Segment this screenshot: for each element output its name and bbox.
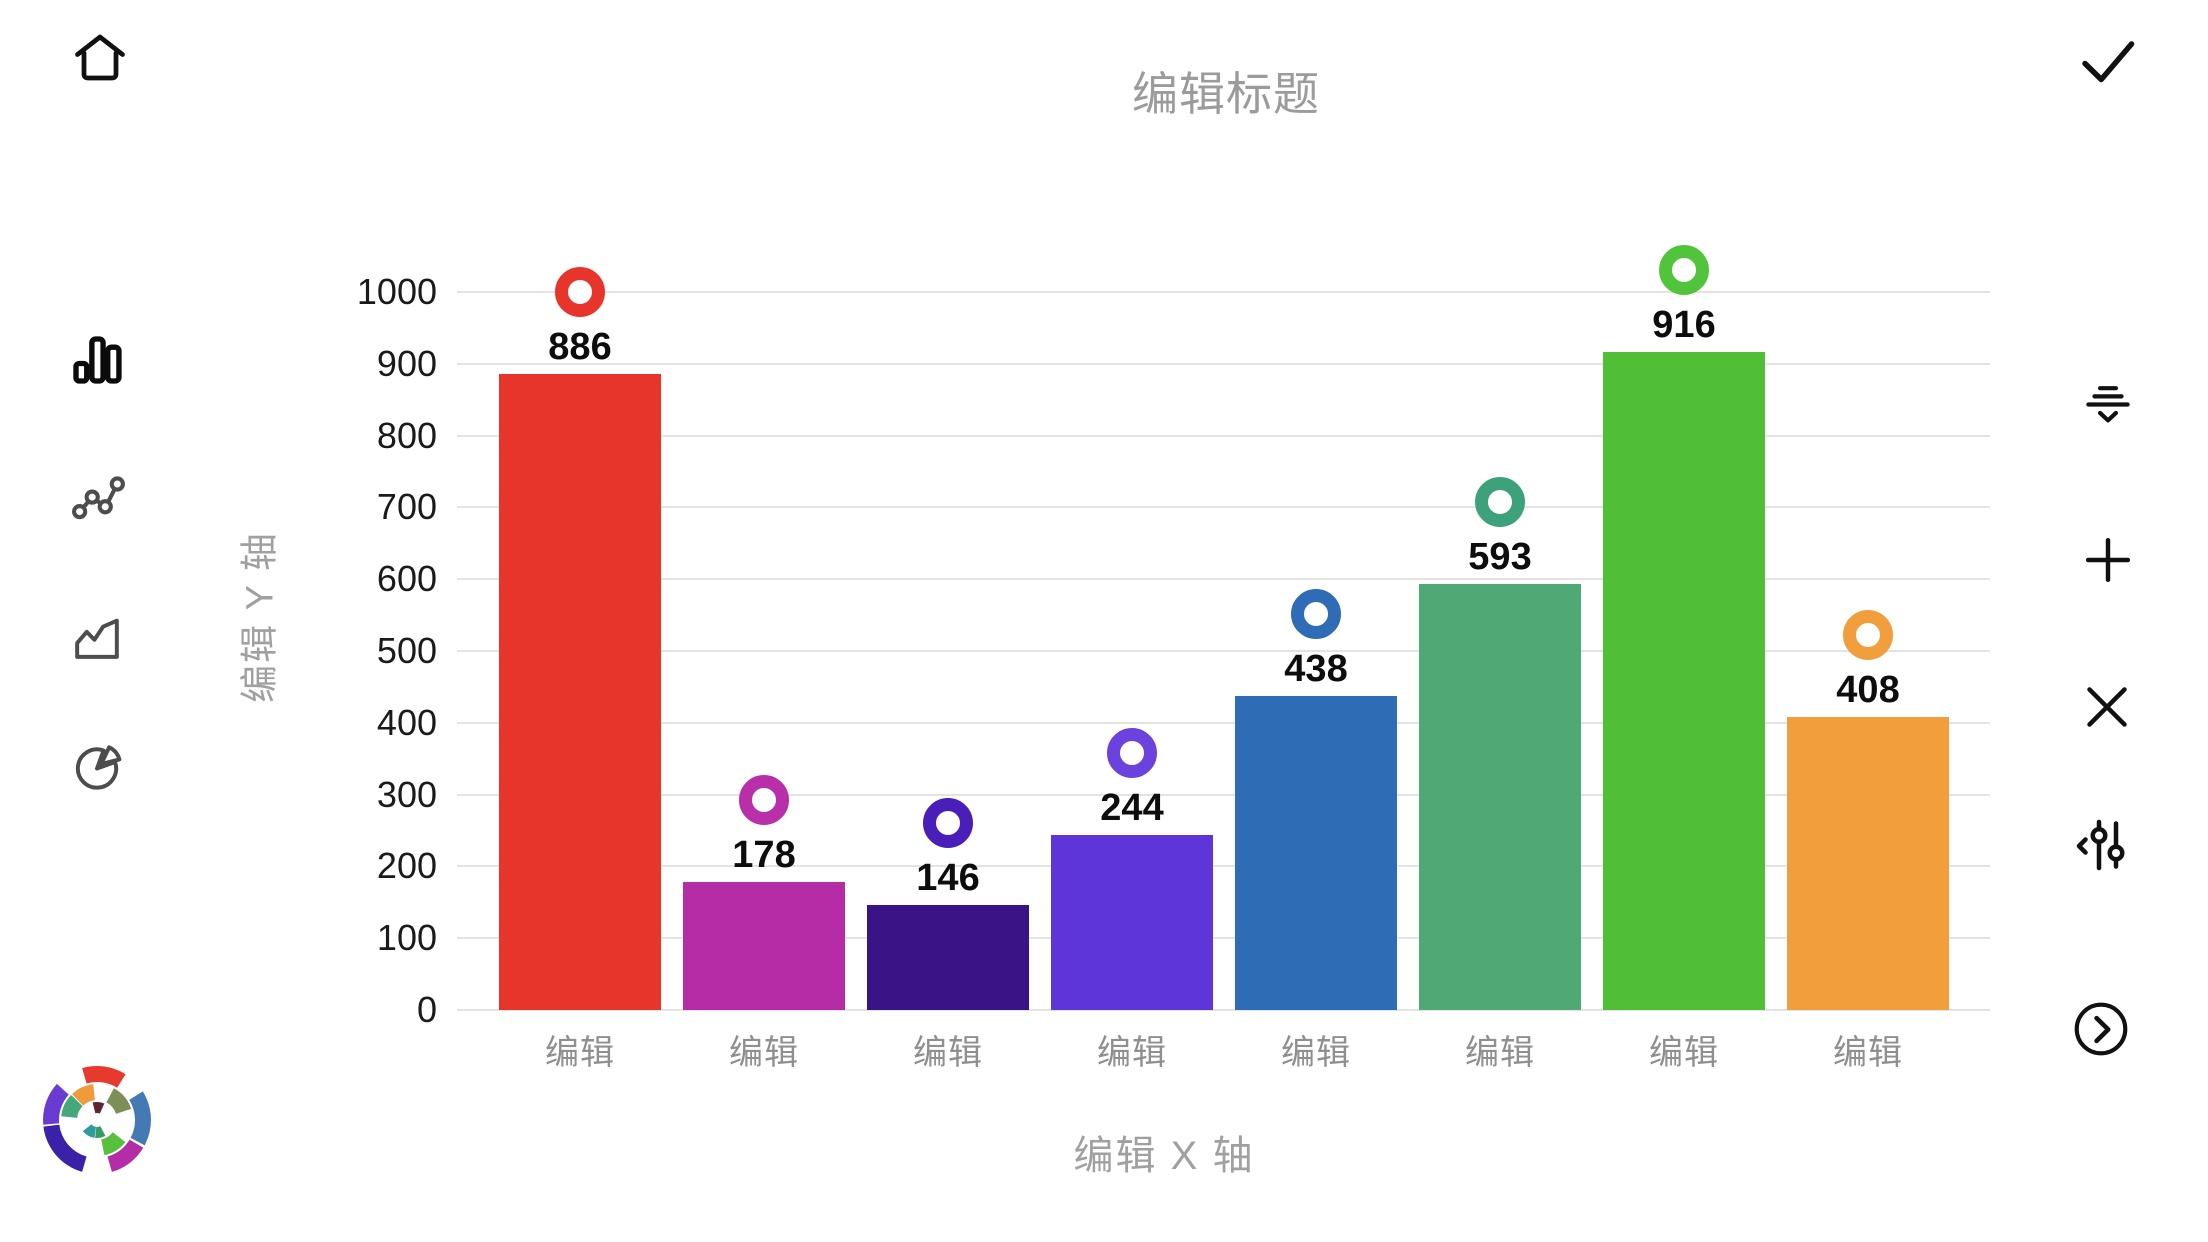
- delete-button[interactable]: [2079, 679, 2135, 735]
- y-axis-tick-label: 800: [376, 414, 437, 456]
- gridline: [457, 506, 1990, 509]
- logo-segment: [43, 1124, 87, 1172]
- logo-segment: [92, 1101, 105, 1114]
- bar-drag-handle[interactable]: [1475, 477, 1525, 528]
- confirm-button[interactable]: [2076, 30, 2140, 94]
- bar-value-label: 146: [916, 857, 980, 900]
- chart-title[interactable]: 编辑标题: [1132, 68, 1320, 120]
- logo-segment: [101, 1132, 126, 1156]
- bar-value-label: 593: [1468, 536, 1532, 579]
- y-axis-tick-label: 300: [376, 773, 437, 815]
- logo-segment: [61, 1094, 83, 1118]
- logo-segment: [106, 1088, 132, 1114]
- y-axis-tick-label: 500: [376, 630, 437, 671]
- bar-drag-handle[interactable]: [923, 798, 973, 849]
- bar[interactable]: [1603, 352, 1765, 1010]
- logo-segment: [82, 1066, 126, 1088]
- gridline: [457, 578, 1990, 581]
- category-label[interactable]: 编辑: [913, 1034, 983, 1072]
- close-x-icon: [2087, 687, 2127, 727]
- category-label[interactable]: 编辑: [545, 1034, 615, 1072]
- gridline: [457, 362, 1990, 365]
- bar-drag-handle[interactable]: [555, 266, 605, 317]
- y-axis-tick-label: 200: [376, 845, 437, 887]
- logo-segment: [95, 1126, 106, 1138]
- home-icon: [75, 34, 125, 81]
- bar[interactable]: [1051, 834, 1213, 1010]
- logo-segment: [82, 1124, 97, 1138]
- chart-type-area-button[interactable]: [69, 609, 125, 665]
- confirm-check-icon: [2082, 41, 2135, 83]
- chart-type-scatter-button[interactable]: [69, 470, 127, 528]
- home-button[interactable]: [68, 26, 132, 90]
- sort-button[interactable]: [2080, 377, 2136, 433]
- y-axis-tick-label: 1000: [356, 271, 437, 312]
- bar[interactable]: [499, 373, 661, 1010]
- bar-value-label: 916: [1652, 304, 1716, 347]
- bar-drag-handle[interactable]: [1843, 610, 1893, 661]
- pie-chart-icon: [75, 745, 122, 790]
- bar-drag-handle[interactable]: [1291, 588, 1341, 639]
- settings-button[interactable]: [2074, 815, 2134, 875]
- add-button[interactable]: [2080, 532, 2136, 588]
- bar-drag-handle[interactable]: [739, 775, 789, 826]
- gridline: [457, 1009, 1990, 1011]
- bar-value-label: 178: [732, 834, 796, 877]
- add-plus-icon: [2085, 537, 2131, 583]
- bar-chart-icon: [73, 336, 122, 384]
- sort-lines-chevron-icon: [2086, 386, 2130, 423]
- y-axis-tick-label: 0: [416, 989, 437, 1030]
- area-chart-icon: [75, 618, 119, 659]
- y-axis-tick-label: 400: [376, 701, 437, 743]
- category-label[interactable]: 编辑: [729, 1034, 799, 1072]
- y-axis-tick-label: 100: [376, 917, 437, 959]
- gridline: [457, 434, 1990, 437]
- gridline: [457, 721, 1990, 724]
- bar-value-label: 438: [1284, 647, 1348, 690]
- category-label[interactable]: 编辑: [1649, 1034, 1719, 1072]
- next-button[interactable]: [2070, 998, 2132, 1060]
- bar-drag-handle[interactable]: [1659, 245, 1709, 296]
- chart-type-bar-button[interactable]: [69, 332, 125, 388]
- bar[interactable]: [1235, 695, 1397, 1010]
- x-axis-title[interactable]: 编辑 X 轴: [1073, 1134, 1255, 1178]
- sliders-settings-icon: [2076, 819, 2125, 871]
- logo-segment: [43, 1083, 69, 1125]
- category-label[interactable]: 编辑: [1465, 1034, 1535, 1072]
- logo-segment: [71, 1084, 95, 1106]
- gridline: [457, 793, 1990, 796]
- bar-value-label: 886: [548, 325, 612, 368]
- app-logo-icon: [41, 1064, 153, 1176]
- gridline: [457, 650, 1990, 652]
- next-circle-chevron-icon: [2074, 1002, 2128, 1056]
- bar[interactable]: [1787, 717, 1949, 1010]
- bar[interactable]: [683, 882, 845, 1010]
- category-label[interactable]: 编辑: [1097, 1034, 1167, 1072]
- scatter-chart-icon: [72, 476, 125, 520]
- gridline: [457, 865, 1990, 868]
- y-axis-title[interactable]: 编辑 Y 轴: [239, 531, 282, 703]
- chart-type-pie-button[interactable]: [69, 737, 125, 793]
- bar[interactable]: [1419, 584, 1581, 1010]
- y-axis-tick-label: 900: [376, 342, 437, 384]
- logo-segment: [107, 1139, 144, 1172]
- y-axis-tick-label: 600: [376, 558, 437, 600]
- bar-drag-handle[interactable]: [1107, 727, 1157, 778]
- bar[interactable]: [867, 905, 1029, 1010]
- bar-value-label: 244: [1100, 786, 1164, 829]
- gridline: [457, 291, 1990, 293]
- y-axis-tick-label: 700: [376, 486, 437, 528]
- bar-value-label: 408: [1836, 669, 1900, 712]
- category-label[interactable]: 编辑: [1833, 1034, 1903, 1072]
- logo-segment: [129, 1091, 151, 1146]
- category-label[interactable]: 编辑: [1281, 1034, 1351, 1072]
- gridline: [457, 937, 1990, 940]
